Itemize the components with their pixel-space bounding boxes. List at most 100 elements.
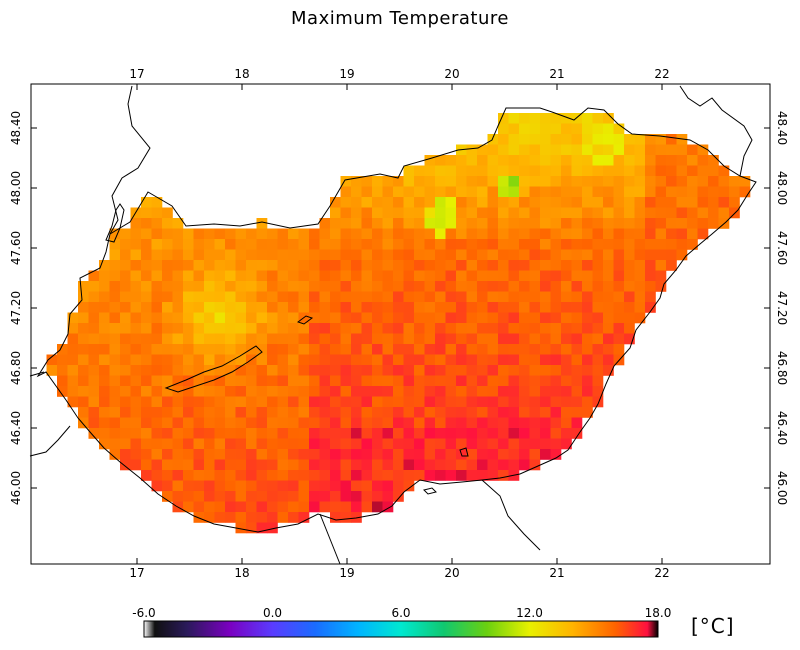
grid-cell: [172, 291, 184, 303]
grid-cell: [550, 428, 562, 439]
grid-cell: [561, 281, 572, 292]
grid-cell: [424, 249, 436, 261]
grid-cell: [445, 186, 457, 198]
grid-cell: [550, 417, 562, 429]
grid-cell: [172, 354, 184, 366]
grid-cell: [718, 176, 730, 187]
grid-cell: [340, 197, 352, 208]
grid-cell: [550, 449, 562, 460]
grid-cell: [687, 144, 698, 156]
grid-cell: [193, 396, 205, 408]
grid-cell: [372, 375, 383, 387]
grid-cell: [382, 375, 394, 387]
grid-cell: [435, 207, 446, 219]
grid-cell: [277, 428, 289, 439]
grid-cell: [183, 239, 194, 250]
grid-cell: [456, 333, 467, 345]
lat-label-left: 48.00: [9, 171, 23, 205]
grid-cell: [435, 291, 446, 303]
grid-cell: [183, 480, 194, 492]
grid-cell: [571, 144, 583, 156]
grid-cell: [508, 428, 520, 439]
grid-cell: [634, 218, 646, 229]
grid-cell: [498, 375, 509, 387]
grid-cell: [382, 344, 394, 355]
grid-cell: [130, 239, 142, 250]
grid-cell: [99, 302, 110, 313]
grid-cell: [403, 470, 415, 481]
grid-cell: [571, 186, 583, 198]
grid-cell: [403, 480, 415, 492]
grid-cell: [351, 291, 362, 303]
grid-cell: [214, 302, 226, 313]
grid-cell: [130, 260, 142, 271]
grid-cell: [67, 312, 79, 324]
grid-cell: [193, 239, 205, 250]
grid-cell: [361, 417, 373, 429]
grid-cell: [393, 375, 404, 387]
grid-cell: [267, 480, 278, 492]
grid-cell: [466, 312, 478, 324]
grid-cell: [592, 291, 604, 303]
grid-cell: [214, 480, 226, 492]
grid-cell: [708, 165, 719, 177]
grid-cell: [445, 323, 457, 334]
grid-cell: [120, 375, 131, 387]
grid-cell: [372, 312, 383, 324]
grid-cell: [498, 302, 509, 313]
grid-cell: [361, 291, 373, 303]
grid-cell: [330, 438, 341, 450]
grid-cell: [361, 218, 373, 229]
grid-cell: [204, 323, 215, 334]
grid-cell: [130, 323, 142, 334]
grid-cell: [372, 218, 383, 229]
grid-cell: [466, 459, 478, 471]
grid-cell: [382, 260, 394, 271]
grid-cell: [561, 197, 572, 208]
grid-cell: [277, 270, 289, 282]
grid-cell: [319, 365, 331, 376]
grid-cell: [477, 144, 488, 156]
grid-cell: [382, 186, 394, 198]
grid-cell: [445, 281, 457, 292]
grid-cell: [571, 239, 583, 250]
grid-cell: [603, 281, 614, 292]
grid-cell: [214, 239, 226, 250]
grid-cell: [498, 438, 509, 450]
grid-cell: [498, 270, 509, 282]
grid-cell: [382, 176, 394, 187]
grid-cell: [267, 291, 278, 303]
grid-cell: [466, 270, 478, 282]
grid-cell: [676, 197, 688, 208]
grid-cell: [246, 522, 257, 534]
grid-cell: [361, 186, 373, 198]
grid-cell: [487, 333, 499, 345]
grid-cell: [634, 270, 646, 282]
grid-cell: [67, 344, 79, 355]
grid-cell: [267, 239, 278, 250]
grid-cell: [603, 176, 614, 187]
grid-cell: [141, 344, 152, 355]
grid-cell: [130, 375, 142, 387]
grid-cell: [529, 312, 541, 324]
grid-cell: [718, 186, 730, 198]
grid-cell: [351, 480, 362, 492]
grid-cell: [624, 260, 635, 271]
grid-cell: [508, 449, 520, 460]
grid-cell: [277, 260, 289, 271]
grid-cell: [487, 438, 499, 450]
grid-cell: [46, 354, 58, 366]
grid-cell: [351, 438, 362, 450]
grid-cell: [351, 344, 362, 355]
grid-cell: [456, 428, 467, 439]
grid-cell: [456, 218, 467, 229]
grid-cell: [361, 396, 373, 408]
grid-cell: [561, 260, 572, 271]
grid-cell: [456, 291, 467, 303]
grid-cell: [151, 333, 163, 345]
grid-cell: [424, 375, 436, 387]
grid-cell: [582, 386, 593, 397]
grid-cell: [351, 386, 362, 397]
grid-cell: [550, 407, 562, 418]
grid-cell: [519, 291, 530, 303]
